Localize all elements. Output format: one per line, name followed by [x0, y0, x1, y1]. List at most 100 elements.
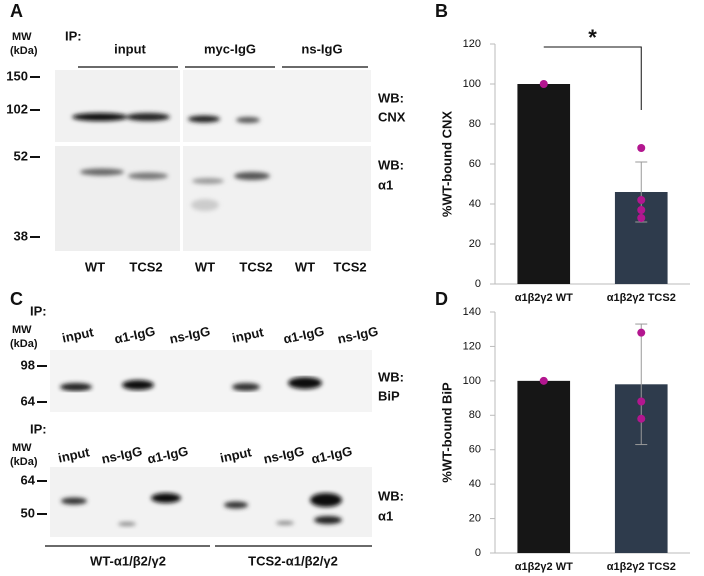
bar [517, 380, 571, 553]
wb-target: α1 [378, 177, 393, 192]
mw-marker: 150 [6, 68, 28, 83]
group-label: WT-α1/β2/γ2 [90, 553, 166, 568]
y-tick-label: 40 [469, 198, 481, 210]
mw-label: MW [12, 324, 32, 336]
lane-label: α1-IgG [146, 443, 189, 466]
lane-label: ns-IgG [100, 443, 143, 466]
wb-target: CNX [378, 109, 406, 124]
charts: B %WT-bound CNX 0 20 40 60 80 100 120 α1β2γ2 WT α1… [435, 1, 690, 573]
data-point [637, 328, 646, 337]
bands [61, 493, 342, 526]
wb-label: WB: [378, 157, 404, 172]
x-tick-label: α1β2γ2 TCS2 [607, 292, 676, 304]
lane-label: α1-IgG [113, 323, 156, 346]
group-lines [45, 66, 372, 547]
wb-label: WB: [378, 369, 404, 384]
y-tick-label: 140 [463, 306, 481, 318]
ip-label: IP: [30, 421, 47, 436]
x-tick-label: α1β2γ2 WT [515, 292, 573, 304]
group-label: TCS2-α1/β2/γ2 [248, 553, 338, 568]
lane-labels: input ns-IgG α1-IgG input ns-IgG α1-IgG [57, 443, 354, 466]
y-tick-label: 120 [463, 38, 481, 50]
data-point [637, 397, 646, 406]
panel-label: D [435, 289, 448, 309]
ip-label: IP: [30, 303, 47, 318]
lane-label: α1-IgG [310, 443, 353, 466]
mw-unit: (kDa) [10, 338, 38, 350]
group-label: input [114, 41, 146, 56]
significance-bracket [543, 46, 642, 110]
data-point [637, 206, 646, 214]
data-point [539, 376, 548, 385]
significance-mark: * [588, 25, 597, 50]
mw-marker: 52 [14, 148, 28, 163]
mw-marker: 98 [21, 357, 35, 372]
blot [50, 350, 372, 412]
y-tick-label: 60 [469, 158, 481, 170]
y-axis-label: %WT-bound CNX [439, 111, 454, 217]
lane-label: input [219, 444, 254, 465]
data-point [637, 144, 646, 152]
wb-target: α1 [378, 508, 393, 523]
panel-label: A [10, 1, 23, 21]
panel-label: C [10, 289, 23, 309]
blot [183, 70, 371, 142]
y-tick-label: 0 [475, 547, 481, 559]
wb-label: WB: [378, 488, 404, 503]
group-label: myc-IgG [204, 41, 256, 56]
lane-label: TCS2 [239, 259, 272, 274]
bands [60, 377, 322, 391]
blot [183, 146, 371, 251]
y-tick-label: 20 [469, 238, 481, 250]
lane-label: input [231, 324, 266, 345]
data-point [539, 80, 548, 88]
mw-unit: (kDa) [10, 45, 38, 57]
blots [30, 66, 372, 547]
panel-label: B [435, 1, 448, 21]
y-axis-label: %WT-bound BiP [439, 382, 454, 483]
marker-ticks [30, 76, 47, 515]
data-point [637, 414, 646, 423]
lane-label: ns-IgG [336, 323, 379, 346]
lane-label: ns-IgG [168, 323, 211, 346]
y-tick-label: 80 [469, 118, 481, 130]
blot [55, 70, 180, 142]
y-tick-label: 120 [463, 340, 481, 352]
lane-label: input [61, 324, 96, 345]
mw-label: MW [12, 442, 32, 454]
lane-label: input [57, 444, 92, 465]
bar [517, 84, 571, 284]
x-tick-label: α1β2γ2 WT [515, 561, 573, 573]
lane-label: WT [295, 259, 315, 274]
lane-label: TCS2 [129, 259, 162, 274]
mw-marker: 64 [21, 472, 36, 487]
wb-label: WB: [378, 90, 404, 105]
lane-labels: input α1-IgG ns-IgG input α1-IgG ns-IgG [61, 323, 380, 346]
data-point [637, 214, 646, 222]
mw-marker: 38 [14, 228, 28, 243]
ip-label: IP: [65, 28, 82, 43]
mw-unit: (kDa) [10, 456, 38, 468]
x-tick-label: α1β2γ2 TCS2 [607, 561, 676, 573]
wb-target: BiP [378, 388, 400, 403]
y-tick-label: 0 [475, 278, 481, 290]
mw-marker: 102 [6, 101, 28, 116]
y-tick-label: 80 [469, 409, 481, 421]
y-tick-label: 100 [463, 375, 481, 387]
y-tick-label: 100 [463, 78, 481, 90]
data-point [637, 196, 646, 204]
mw-label: MW [12, 31, 32, 43]
y-tick-label: 60 [469, 444, 481, 456]
lane-label: α1-IgG [282, 323, 325, 346]
blot [55, 146, 180, 251]
lane-label: WT [195, 259, 215, 274]
mw-marker: 64 [21, 393, 36, 408]
y-tick-label: 40 [469, 478, 481, 490]
y-tick-label: 20 [469, 512, 481, 524]
mw-marker: 50 [21, 505, 35, 520]
group-label: ns-IgG [301, 41, 342, 56]
lane-label: WT [85, 259, 105, 274]
bands [72, 113, 270, 211]
lane-label: ns-IgG [262, 443, 305, 466]
